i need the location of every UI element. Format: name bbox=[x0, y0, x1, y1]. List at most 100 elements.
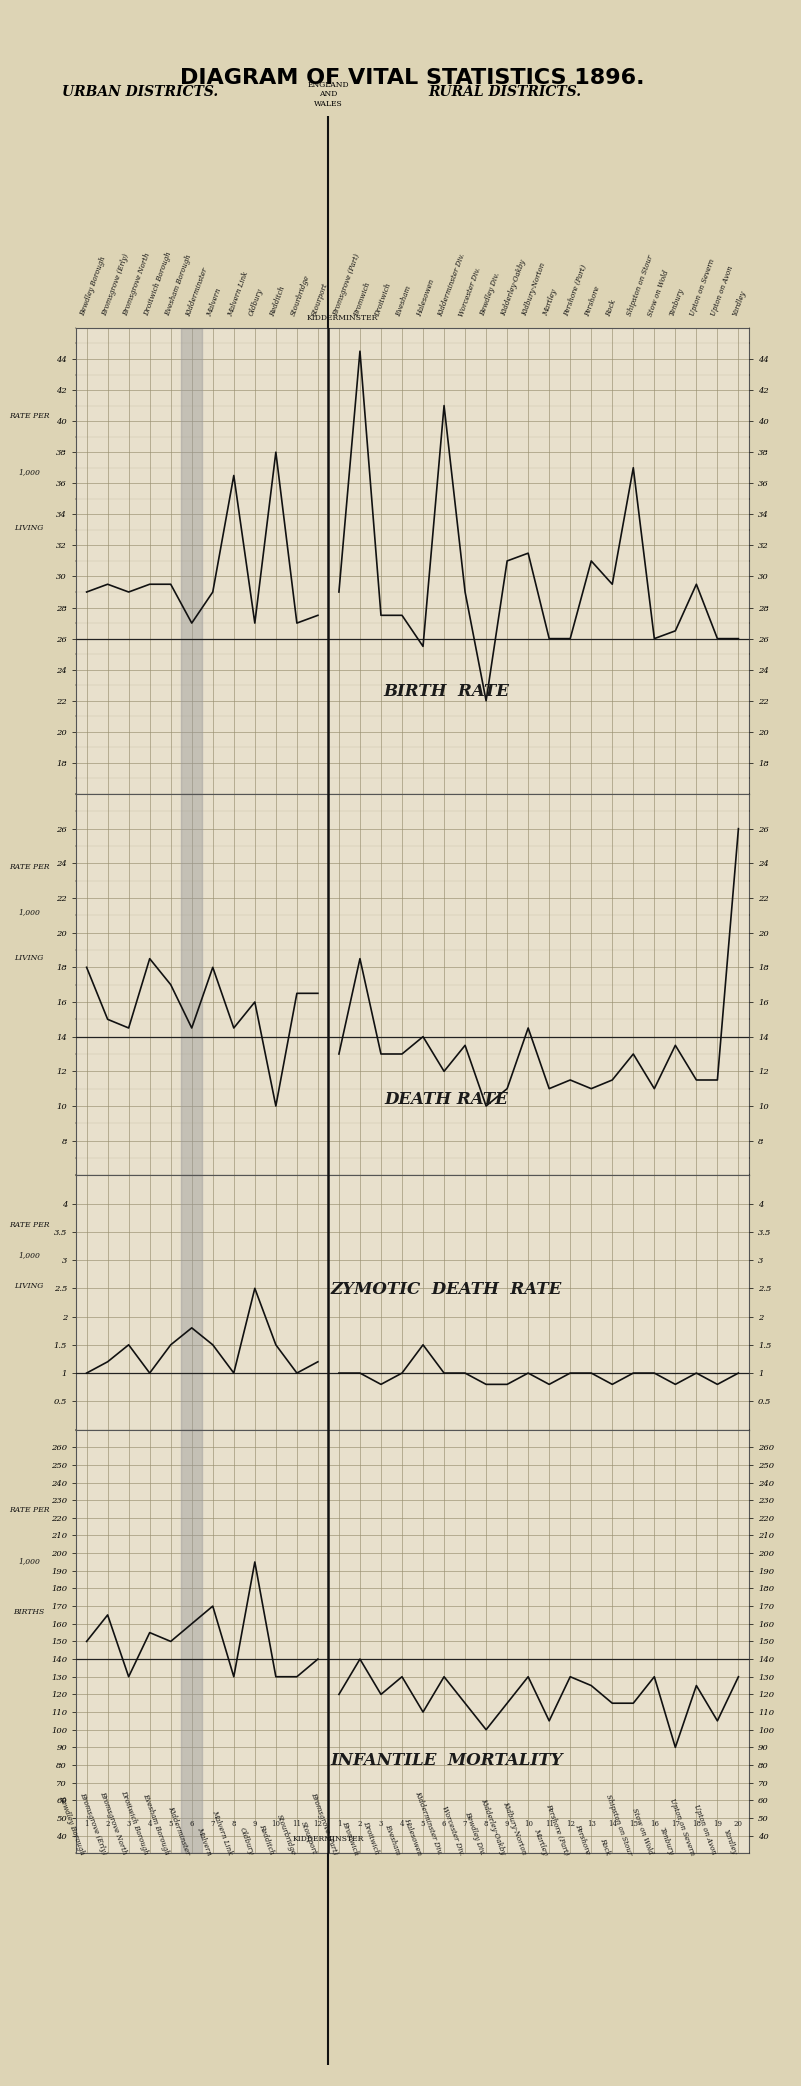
Text: 8: 8 bbox=[484, 344, 489, 353]
Text: 12: 12 bbox=[566, 344, 574, 353]
Text: 10: 10 bbox=[524, 344, 533, 353]
Text: 1,000: 1,000 bbox=[18, 1252, 40, 1260]
Text: 10: 10 bbox=[524, 1819, 533, 1827]
Text: Droitwich Borough: Droitwich Borough bbox=[119, 1790, 150, 1857]
Text: Droitwich: Droitwich bbox=[373, 282, 393, 317]
Text: 9: 9 bbox=[252, 1819, 257, 1827]
Text: 8: 8 bbox=[231, 1819, 236, 1827]
Text: Stourport: Stourport bbox=[310, 282, 330, 317]
Text: Bewdley Div.: Bewdley Div. bbox=[478, 271, 501, 317]
Text: Upton on Severn: Upton on Severn bbox=[668, 1796, 696, 1857]
Text: 16: 16 bbox=[650, 344, 658, 353]
Text: 4: 4 bbox=[147, 344, 152, 353]
Text: Pershore (Part): Pershore (Part) bbox=[562, 263, 589, 317]
Text: 3: 3 bbox=[379, 344, 383, 353]
Text: RATE PER: RATE PER bbox=[9, 1220, 49, 1229]
Text: Kidderley-Oakby: Kidderley-Oakby bbox=[479, 1798, 507, 1857]
Text: 11: 11 bbox=[545, 344, 553, 353]
Text: 2: 2 bbox=[358, 344, 362, 353]
Text: Pershore: Pershore bbox=[573, 1823, 591, 1857]
Text: 2: 2 bbox=[106, 1819, 110, 1827]
Text: Redditch: Redditch bbox=[257, 1823, 276, 1857]
Text: 6: 6 bbox=[190, 1819, 194, 1827]
Text: Kidderminster: Kidderminster bbox=[184, 267, 209, 317]
Text: 13: 13 bbox=[587, 1819, 596, 1827]
Text: 2: 2 bbox=[106, 344, 110, 353]
Text: 4: 4 bbox=[147, 1819, 152, 1827]
Text: 14: 14 bbox=[608, 1819, 617, 1827]
Bar bbox=[181, 1429, 202, 1852]
Text: INFANTILE  MORTALITY: INFANTILE MORTALITY bbox=[330, 1752, 562, 1769]
Text: 19: 19 bbox=[713, 1819, 722, 1827]
Text: 9: 9 bbox=[252, 344, 257, 353]
Text: Halesowen: Halesowen bbox=[402, 1817, 423, 1857]
Text: 17: 17 bbox=[671, 344, 680, 353]
Text: 5: 5 bbox=[168, 344, 173, 353]
Text: Redditch: Redditch bbox=[268, 284, 287, 317]
Text: BIRTHS: BIRTHS bbox=[14, 1608, 45, 1615]
Text: 4: 4 bbox=[400, 344, 405, 353]
Text: Evesham Borough: Evesham Borough bbox=[163, 254, 193, 317]
Text: RATE PER: RATE PER bbox=[9, 864, 49, 870]
Text: Shipston on Stour: Shipston on Stour bbox=[626, 254, 655, 317]
Text: BIRTH  RATE: BIRTH RATE bbox=[383, 682, 509, 701]
Text: Bromsgrove (Erly): Bromsgrove (Erly) bbox=[100, 252, 130, 317]
Bar bbox=[181, 1174, 202, 1429]
Text: Malvern: Malvern bbox=[195, 1825, 213, 1857]
Bar bbox=[181, 328, 202, 795]
Text: Bromsgrove (Part): Bromsgrove (Part) bbox=[332, 252, 361, 317]
Text: Oldbury: Oldbury bbox=[237, 1825, 255, 1857]
Text: Bewdley Borough: Bewdley Borough bbox=[58, 1794, 87, 1857]
Text: 12: 12 bbox=[566, 1819, 574, 1827]
Text: Worcester Div.: Worcester Div. bbox=[457, 265, 483, 317]
Text: 6: 6 bbox=[190, 344, 194, 353]
Text: Pershore (Part): Pershore (Part) bbox=[544, 1802, 570, 1857]
Text: Rock: Rock bbox=[598, 1836, 612, 1857]
Text: Kidbury-Norton: Kidbury-Norton bbox=[521, 263, 547, 317]
Text: Evesham: Evesham bbox=[394, 284, 413, 317]
Text: 5: 5 bbox=[168, 1819, 173, 1827]
Text: 10: 10 bbox=[272, 344, 280, 353]
Bar bbox=[181, 795, 202, 1174]
Text: Stourport: Stourport bbox=[299, 1821, 318, 1857]
Text: Yardley: Yardley bbox=[722, 1827, 739, 1857]
Text: KIDDERMINSTER: KIDDERMINSTER bbox=[306, 313, 377, 321]
Text: Malvern: Malvern bbox=[205, 288, 223, 317]
Text: 1: 1 bbox=[84, 344, 89, 353]
Text: 16: 16 bbox=[650, 1819, 658, 1827]
Text: 12: 12 bbox=[313, 344, 322, 353]
Text: RATE PER: RATE PER bbox=[9, 1506, 49, 1514]
Text: Shipston on Stour: Shipston on Stour bbox=[604, 1792, 634, 1857]
Text: 1,000: 1,000 bbox=[18, 907, 40, 916]
Text: 1,000: 1,000 bbox=[18, 1556, 40, 1564]
Text: 3: 3 bbox=[127, 1819, 131, 1827]
Text: Kidbury-Norton: Kidbury-Norton bbox=[501, 1800, 528, 1857]
Text: DEATH RATE: DEATH RATE bbox=[384, 1091, 508, 1108]
Text: 1,000: 1,000 bbox=[18, 467, 40, 476]
Text: Yardley: Yardley bbox=[731, 290, 747, 317]
Text: Halesowen: Halesowen bbox=[416, 277, 437, 317]
Text: 9: 9 bbox=[505, 344, 509, 353]
Text: 3: 3 bbox=[379, 1819, 383, 1827]
Text: 10: 10 bbox=[272, 1819, 280, 1827]
Text: Droitwich: Droitwich bbox=[361, 1821, 381, 1857]
Text: 7: 7 bbox=[211, 1819, 215, 1827]
Text: 11: 11 bbox=[545, 1819, 553, 1827]
Text: 11: 11 bbox=[292, 1819, 301, 1827]
Text: Bromsgrove (Part): Bromsgrove (Part) bbox=[309, 1792, 339, 1857]
Text: Tenbury: Tenbury bbox=[658, 1825, 675, 1857]
Text: 7: 7 bbox=[463, 1819, 467, 1827]
Text: RURAL DISTRICTS.: RURAL DISTRICTS. bbox=[429, 86, 582, 100]
Text: ZYMOTIC  DEATH  RATE: ZYMOTIC DEATH RATE bbox=[331, 1281, 562, 1297]
Text: Pershore: Pershore bbox=[584, 284, 602, 317]
Text: 18: 18 bbox=[692, 1819, 701, 1827]
Text: 11: 11 bbox=[292, 344, 301, 353]
Text: Martley: Martley bbox=[541, 288, 559, 317]
Text: 4: 4 bbox=[400, 1819, 405, 1827]
Text: 5: 5 bbox=[421, 344, 425, 353]
Text: Stow on Wold: Stow on Wold bbox=[630, 1806, 654, 1857]
Text: 18: 18 bbox=[692, 344, 701, 353]
Text: 13: 13 bbox=[587, 344, 596, 353]
Text: RATE PER: RATE PER bbox=[9, 411, 49, 419]
Text: Stourbridge: Stourbridge bbox=[275, 1813, 297, 1857]
